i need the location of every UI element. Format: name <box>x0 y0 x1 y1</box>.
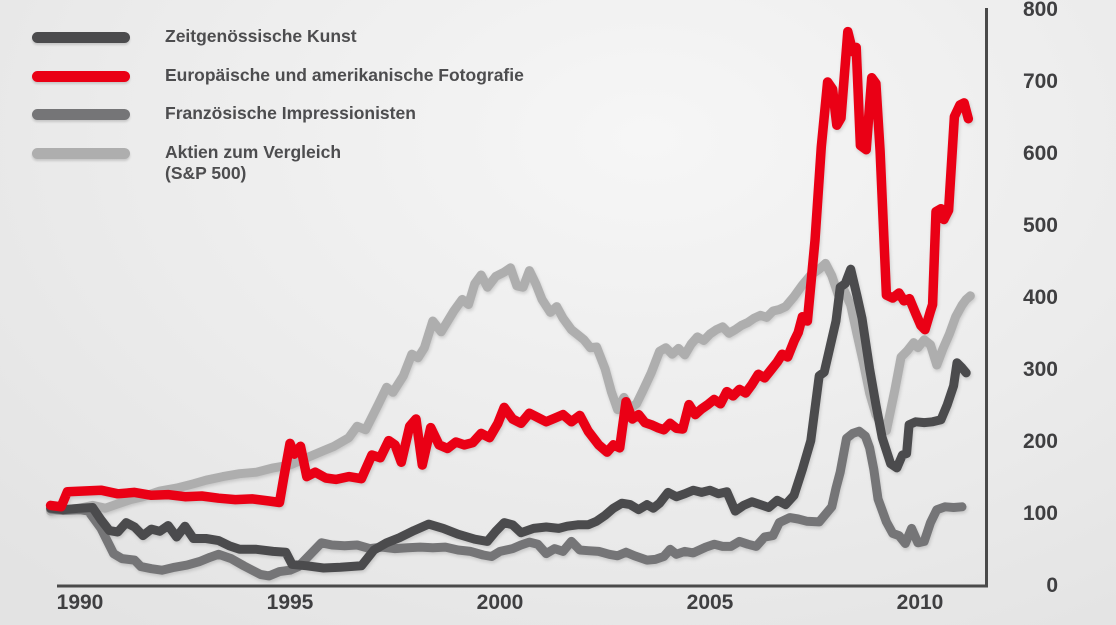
y-tick-400: 400 <box>1022 286 1058 309</box>
y-tick-700: 700 <box>1022 70 1058 93</box>
legend-label-line: Europäische und amerikanische Fotografie <box>165 64 524 85</box>
legend-swatch-fotografie <box>32 70 130 82</box>
legend-item-fotografie: Europäische und amerikanische Fotografie <box>32 65 524 87</box>
series-line-aktien-sp500 <box>46 258 975 516</box>
y-tick-600: 600 <box>1022 142 1058 165</box>
legend-label-zeitgenoessische-kunst: Zeitgenössische Kunst <box>165 26 357 48</box>
legend-swatch-zeitgenoessische-kunst <box>32 32 130 43</box>
legend-item-zeitgenoessische-kunst: Zeitgenössische Kunst <box>32 26 524 48</box>
series-line-fotografie <box>45 26 974 512</box>
legend-label-fotografie: Europäische und amerikanische Fotografie <box>165 65 524 87</box>
legend-label-line: Aktien zum Vergleich <box>165 141 342 162</box>
chart-legend: Zeitgenössische Kunst Europäische und ame… <box>32 26 524 202</box>
legend-label-line: Zeitgenössische Kunst <box>165 26 357 46</box>
x-tick-1995: 1995 <box>266 591 314 614</box>
series-line-zeitgenoessische-kunst <box>46 264 971 573</box>
x-tick-2005: 2005 <box>686 591 734 614</box>
y-tick-100: 100 <box>1022 502 1058 525</box>
series-line-impressionisten <box>46 426 967 581</box>
legend-label-impressionisten: Französische Impressionisten <box>165 103 416 125</box>
y-tick-300: 300 <box>1022 358 1058 381</box>
x-tick-1990: 1990 <box>56 591 104 614</box>
y-tick-0: 0 <box>1046 574 1058 597</box>
y-tick-500: 500 <box>1022 214 1058 237</box>
x-tick-2000: 2000 <box>476 591 524 614</box>
legend-label-line: (S&P 500) <box>165 163 247 184</box>
legend-item-impressionisten: Französische Impressionisten <box>32 103 524 125</box>
x-tick-2010: 2010 <box>896 591 944 614</box>
y-tick-200: 200 <box>1022 430 1058 453</box>
legend-label-line: Französische Impressionisten <box>165 103 416 124</box>
legend-swatch-impressionisten <box>32 109 130 121</box>
legend-label-aktien-sp500: Aktien zum Vergleich (S&P 500) <box>165 142 341 185</box>
legend-item-aktien-sp500: Aktien zum Vergleich (S&P 500) <box>32 142 524 185</box>
y-tick-800: 800 <box>1022 0 1058 21</box>
legend-swatch-aktien-sp500 <box>32 147 130 159</box>
series-lines <box>45 26 975 581</box>
